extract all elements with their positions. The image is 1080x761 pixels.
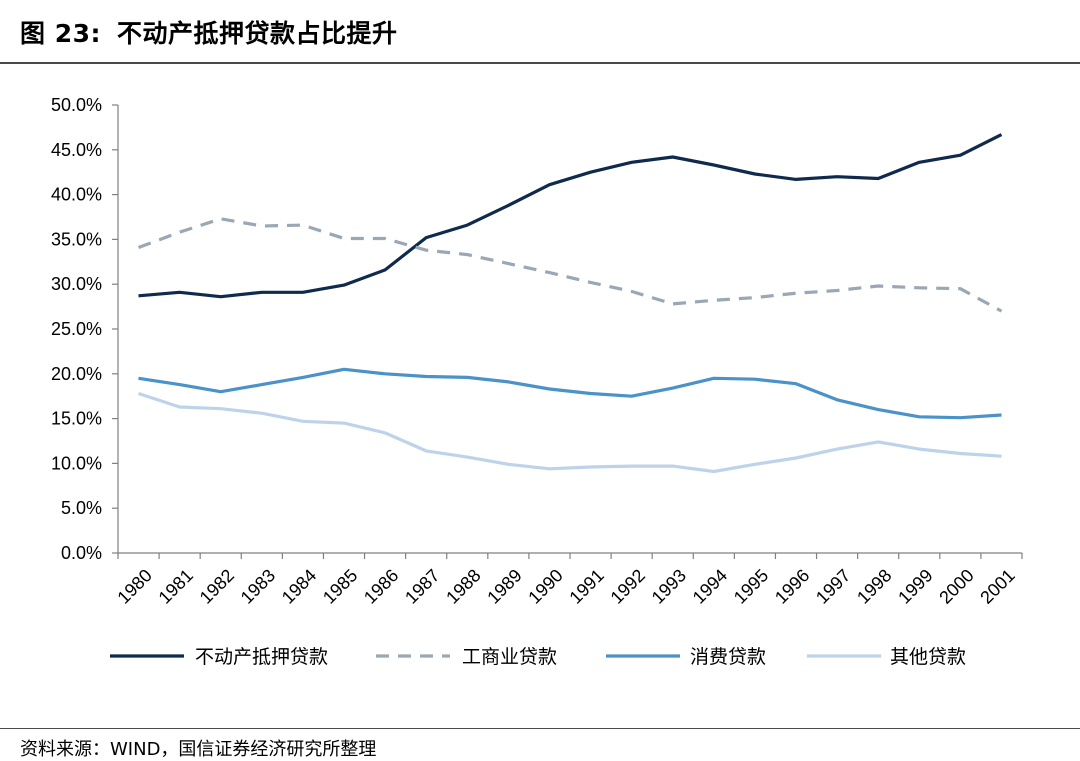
x-tick-label: 1992 [607,565,649,607]
bottom-divider [0,728,1080,729]
top-divider [0,62,1080,64]
chart-title: 图 23: 不动产抵押贷款占比提升 [20,14,398,50]
x-tick-label: 1986 [360,565,402,607]
legend-item-2: 工商业贷款 [376,646,557,668]
legend: 不动产抵押贷款 工商业贷款 消费贷款 其他贷款 [110,646,966,668]
figure-number: 图 23: [20,19,101,48]
x-tick-label: 1996 [771,565,813,607]
axes [117,105,1022,554]
legend-label: 不动产抵押贷款 [195,646,328,668]
x-tick-label: 1995 [730,565,772,607]
legend-item-1: 不动产抵押贷款 [110,646,328,668]
x-tick-label: 1989 [483,565,525,607]
y-tick-label: 35.0% [51,229,102,249]
figure-title: 不动产抵押贷款占比提升 [117,19,398,48]
legend-label: 消费贷款 [690,646,766,668]
y-tick-label: 10.0% [51,453,102,473]
y-axis-ticks: 0.0% 5.0% 10.0% 15.0% 20.0% 25.0% 30.0% 35.0% 40… [51,95,118,563]
x-tick-label: 1988 [442,565,484,607]
x-tick-label: 1998 [853,565,895,607]
x-tick-label: 1994 [689,565,731,607]
y-tick-label: 40.0% [51,185,102,205]
source-note: 资料来源：WIND，国信证券经济研究所整理 [20,739,377,760]
legend-item-4: 其他贷款 [807,646,966,668]
legend-label: 工商业贷款 [462,646,557,668]
y-tick-label: 45.0% [51,140,102,160]
x-tick-label: 1987 [401,565,443,607]
x-tick-label: 1980 [113,565,155,607]
x-tick-label: 2000 [935,565,977,607]
x-tick-label: 1981 [155,565,197,607]
series-line-2 [137,217,1003,313]
y-tick-label: 25.0% [51,319,102,339]
y-tick-label: 20.0% [51,364,102,384]
x-tick-label: 1993 [648,565,690,607]
y-tick-label: 30.0% [51,274,102,294]
series-lines [137,133,1003,474]
series-line-3 [138,367,1002,420]
series-line-1 [138,133,1003,299]
legend-label: 其他贷款 [890,646,966,668]
series-line-4 [138,391,1002,474]
x-tick-label: 1997 [812,565,854,607]
x-tick-label: 1984 [278,565,320,607]
x-tick-label: 1991 [565,565,607,607]
x-tick-label: 1982 [196,565,238,607]
x-axis-ticks: 1980198119821983198419851986198719881989… [113,553,1023,608]
y-tick-label: 15.0% [51,409,102,429]
y-tick-label: 5.0% [61,498,102,518]
x-tick-label: 1990 [524,565,566,607]
y-tick-label: 0.0% [61,543,102,563]
x-tick-label: 2001 [976,565,1018,607]
y-tick-label: 50.0% [51,95,102,115]
x-tick-label: 1983 [237,565,279,607]
legend-item-3: 消费贷款 [606,646,766,668]
x-tick-label: 1999 [894,565,936,607]
x-tick-label: 1985 [319,565,361,607]
